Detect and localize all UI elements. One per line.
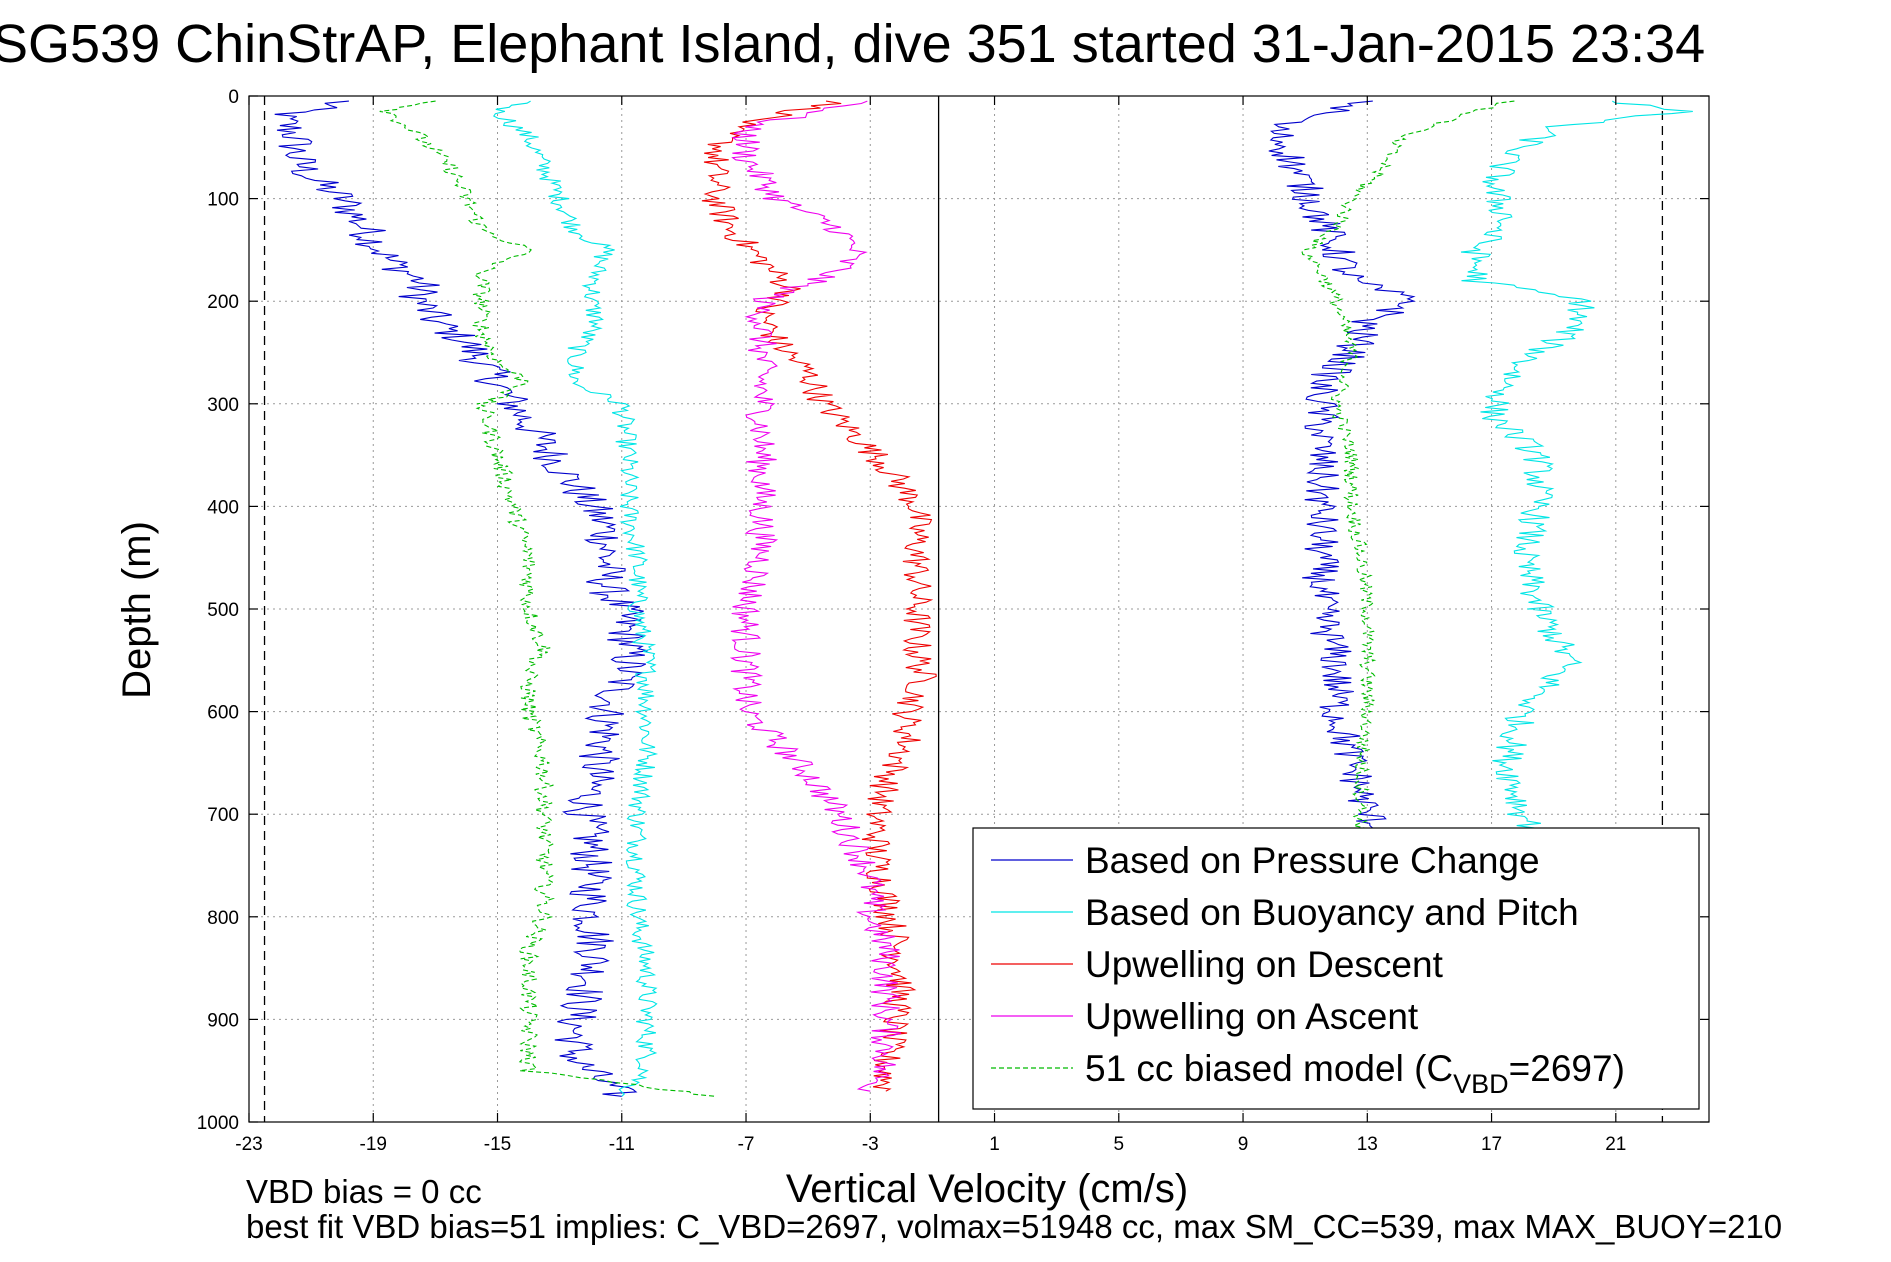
- legend-subscript: VBD: [1453, 1069, 1509, 1099]
- series-line-descent-2: [701, 100, 937, 1092]
- series-line-ascent-7: [1301, 100, 1515, 835]
- y-tick-label: 600: [207, 703, 239, 724]
- x-tick-label: 9: [1238, 1134, 1249, 1155]
- x-tick-label: 5: [1113, 1134, 1124, 1155]
- y-tick-label: 500: [207, 600, 239, 621]
- legend-label: Based on Buoyancy and Pitch: [1085, 892, 1579, 933]
- y-tick-label: 700: [207, 805, 239, 826]
- y-axis-ticks: 0 100 200 300 400 500 600 700 800 900 1000: [197, 87, 1709, 1134]
- y-axis-label: Depth (m): [115, 521, 159, 699]
- y-tick-label: 1000: [197, 1113, 239, 1134]
- series-line-ascent-6: [1460, 100, 1693, 836]
- x-tick-label: 21: [1605, 1134, 1626, 1155]
- footer-line-1: VBD bias = 0 cc: [246, 1173, 482, 1210]
- y-tick-label: 100: [207, 190, 239, 211]
- legend-suffix: =2697): [1509, 1048, 1625, 1089]
- chart-title: SG539 ChinStrAP, Elephant Island, dive 3…: [0, 14, 1705, 74]
- y-tick-label: 900: [207, 1010, 239, 1031]
- y-tick-label: 200: [207, 292, 239, 313]
- x-tick-label: -11: [609, 1134, 635, 1155]
- legend-label: Based on Pressure Change: [1085, 840, 1540, 881]
- y-tick-label: 0: [228, 87, 239, 108]
- y-tick-label: 300: [207, 395, 239, 416]
- y-tick-label: 400: [207, 497, 239, 518]
- series-line-descent-4: [379, 100, 716, 1097]
- x-tick-label: -15: [484, 1134, 511, 1155]
- x-tick-label: 13: [1357, 1134, 1378, 1155]
- x-tick-label: 1: [989, 1134, 1000, 1155]
- x-axis-ticks: -23 -19 -15 -11 -7 -3 1 5 9 13 17 21: [235, 96, 1626, 1155]
- x-tick-label: -7: [738, 1134, 755, 1155]
- x-tick-label: -3: [862, 1134, 879, 1155]
- legend-label: Upwelling on Descent: [1085, 944, 1444, 985]
- series-line-descent-1: [493, 100, 659, 1097]
- footer-line-2: best fit VBD bias=51 implies: C_VBD=2697…: [246, 1208, 1782, 1245]
- legend-box: [972, 827, 1700, 1110]
- series-lines: [274, 100, 1693, 1097]
- legend-label: Upwelling on Ascent: [1085, 996, 1419, 1037]
- series-line-ascent-5: [1268, 100, 1416, 836]
- series-line-descent-3: [729, 100, 902, 1092]
- legend: Based on Pressure Change Based on Buoyanc…: [972, 827, 1700, 1110]
- x-axis-label: Vertical Velocity (cm/s): [786, 1167, 1188, 1211]
- x-tick-label: 17: [1481, 1134, 1502, 1155]
- y-tick-label: 800: [207, 908, 239, 929]
- series-line-descent-0: [274, 100, 648, 1097]
- x-tick-label: -23: [235, 1134, 262, 1155]
- x-tick-label: -19: [360, 1134, 387, 1155]
